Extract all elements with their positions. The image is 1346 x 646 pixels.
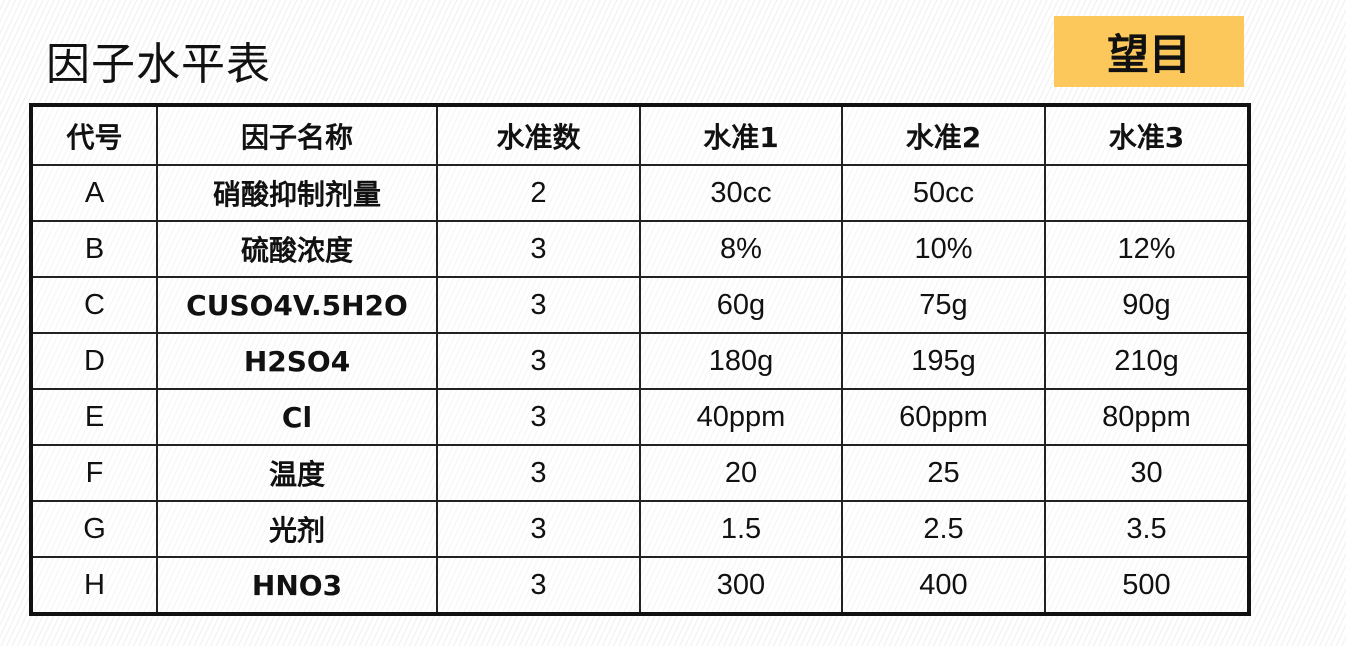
cell-level-1: 1.5 (639, 500, 843, 558)
table-row: A 硝酸抑制剂量 2 30cc 50cc (30, 164, 1250, 222)
page-title: 因子水平表 (46, 39, 271, 90)
cell-level-3: 210g (1044, 332, 1250, 390)
table-row: D H2SO4 3 180g 195g 210g (30, 332, 1250, 390)
factor-level-table: 代号 因子名称 水准数 水准1 水准2 水准3 A 硝酸抑制剂量 2 30cc 50cc B 硫酸浓度… (29, 103, 1251, 616)
cell-level-count: 3 (436, 556, 641, 615)
cell-level-1: 30cc (639, 164, 843, 222)
cell-level-1: 40ppm (639, 388, 843, 446)
cell-factor-name: Cl (156, 388, 438, 446)
cell-level-3: 90g (1044, 276, 1250, 334)
table-row: F 温度 3 20 25 30 (30, 444, 1250, 502)
cell-level-3: 30 (1044, 444, 1250, 502)
cell-level-3 (1044, 164, 1250, 222)
cell-level-3: 500 (1044, 556, 1250, 615)
header-level-count: 水准数 (436, 104, 641, 166)
cell-level-2: 400 (841, 556, 1046, 615)
table-header-row: 代号 因子名称 水准数 水准1 水准2 水准3 (30, 104, 1250, 166)
cell-level-3: 12% (1044, 220, 1250, 278)
cell-level-2: 50cc (841, 164, 1046, 222)
header-factor-name: 因子名称 (156, 104, 438, 166)
target-type-badge: 望目 (1054, 16, 1244, 87)
cell-code: G (30, 500, 158, 558)
cell-level-1: 8% (639, 220, 843, 278)
table-row: H HNO3 3 300 400 500 (30, 556, 1250, 615)
header-code: 代号 (30, 104, 158, 166)
cell-level-1: 180g (639, 332, 843, 390)
cell-code: B (30, 220, 158, 278)
table-row: E Cl 3 40ppm 60ppm 80ppm (30, 388, 1250, 446)
cell-level-2: 10% (841, 220, 1046, 278)
cell-level-count: 3 (436, 500, 641, 558)
cell-code: C (30, 276, 158, 334)
table-row: B 硫酸浓度 3 8% 10% 12% (30, 220, 1250, 278)
cell-level-2: 60ppm (841, 388, 1046, 446)
cell-factor-name: CUSO4V.5H2O (156, 276, 438, 334)
cell-level-count: 3 (436, 332, 641, 390)
cell-level-count: 3 (436, 220, 641, 278)
cell-factor-name: H2SO4 (156, 332, 438, 390)
cell-level-count: 3 (436, 276, 641, 334)
cell-level-2: 75g (841, 276, 1046, 334)
cell-code: E (30, 388, 158, 446)
cell-factor-name: 光剂 (156, 500, 438, 558)
header-level-3: 水准3 (1044, 104, 1250, 166)
cell-level-3: 80ppm (1044, 388, 1250, 446)
cell-factor-name: HNO3 (156, 556, 438, 615)
cell-level-count: 3 (436, 444, 641, 502)
table-row: G 光剂 3 1.5 2.5 3.5 (30, 500, 1250, 558)
cell-level-2: 25 (841, 444, 1046, 502)
cell-factor-name: 温度 (156, 444, 438, 502)
cell-level-3: 3.5 (1044, 500, 1250, 558)
header-level-1: 水准1 (639, 104, 843, 166)
cell-level-1: 300 (639, 556, 843, 615)
cell-code: H (30, 556, 158, 615)
cell-level-1: 20 (639, 444, 843, 502)
cell-factor-name: 硝酸抑制剂量 (156, 164, 438, 222)
cell-code: A (30, 164, 158, 222)
cell-level-2: 195g (841, 332, 1046, 390)
table-row: C CUSO4V.5H2O 3 60g 75g 90g (30, 276, 1250, 334)
cell-level-count: 2 (436, 164, 641, 222)
cell-level-1: 60g (639, 276, 843, 334)
cell-factor-name: 硫酸浓度 (156, 220, 438, 278)
cell-level-2: 2.5 (841, 500, 1046, 558)
header-level-2: 水准2 (841, 104, 1046, 166)
cell-level-count: 3 (436, 388, 641, 446)
cell-code: F (30, 444, 158, 502)
cell-code: D (30, 332, 158, 390)
